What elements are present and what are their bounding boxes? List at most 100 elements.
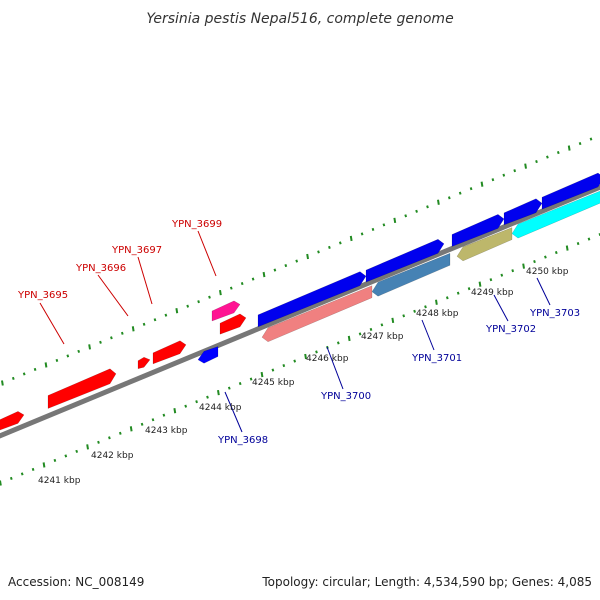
tick-mark	[142, 322, 146, 326]
genome-backbone	[0, 184, 600, 439]
gene-leader-line	[224, 391, 243, 433]
tick-mark	[426, 205, 429, 209]
tick-mark	[219, 289, 222, 296]
kbp-label: 4241 kbp	[38, 476, 81, 486]
tick-mark	[273, 268, 277, 272]
tick-mark	[55, 358, 59, 362]
tick-mark	[511, 269, 515, 273]
tick-mark	[197, 300, 200, 304]
tick-mark	[118, 431, 122, 435]
gene-label: YPN_3699	[171, 219, 222, 230]
gene-arrow	[511, 190, 600, 239]
tick-mark	[75, 449, 79, 453]
tick-mark	[589, 137, 593, 141]
tick-mark	[66, 354, 70, 358]
genome-summary-text: Topology: circular; Length: 4,534,590 bp…	[261, 575, 592, 589]
tick-mark	[251, 277, 255, 281]
tick-mark	[535, 160, 538, 164]
tick-mark	[437, 199, 440, 205]
tick-mark	[271, 368, 275, 372]
tick-mark	[260, 371, 264, 378]
tick-mark	[382, 223, 386, 227]
tick-mark	[175, 308, 179, 314]
tick-mark	[546, 155, 549, 159]
gene-label: YPN_3695	[17, 290, 68, 301]
gene-arrow	[257, 271, 367, 328]
gene-leader-line	[536, 277, 551, 306]
gene-leader-line	[493, 294, 509, 322]
tick-mark	[22, 372, 26, 376]
accession-text: Accession: NC_008149	[8, 575, 144, 589]
tick-mark	[282, 363, 286, 368]
kbp-label: 4248 kbp	[416, 309, 459, 319]
tick-mark	[229, 286, 233, 290]
tick-mark	[565, 245, 569, 251]
tick-mark	[249, 377, 253, 381]
gene-leader-line	[421, 319, 435, 351]
tick-mark	[173, 408, 177, 414]
tick-mark	[413, 309, 416, 313]
tick-mark	[262, 271, 266, 278]
gene-leader-line	[197, 230, 217, 277]
tick-mark	[131, 326, 135, 332]
tick-mark	[393, 217, 397, 224]
gene-arrow	[541, 172, 600, 210]
tick-mark	[293, 359, 297, 363]
tick-mark	[456, 291, 460, 295]
tick-mark	[349, 235, 353, 242]
tick-mark	[478, 281, 482, 287]
kbp-label: 4250 kbp	[526, 267, 569, 277]
tick-mark	[304, 353, 307, 360]
gene-arrow	[503, 198, 543, 226]
kbp-label: 4249 kbp	[471, 288, 514, 298]
tick-mark	[206, 395, 209, 399]
gene-arrow	[451, 214, 505, 247]
tick-mark	[164, 313, 168, 317]
gene-arrow	[365, 239, 445, 283]
tick-mark	[315, 350, 318, 354]
kbp-layer: 4241 kbp 4242 kbp 4243 kbp 4244 kbp 4245 kbp…	[38, 267, 569, 486]
gene-label: YPN_3698	[217, 435, 268, 446]
gene-arrow	[47, 368, 117, 409]
tick-mark	[567, 145, 571, 151]
tick-layer	[0, 137, 600, 486]
tick-mark	[31, 467, 35, 472]
gene-leader-line	[326, 346, 344, 390]
tick-mark	[522, 263, 525, 269]
kbp-label: 4243 kbp	[145, 426, 188, 436]
tick-mark	[140, 422, 144, 426]
kbp-label: 4242 kbp	[91, 451, 134, 461]
map-title: Yersinia pestis Nepal516, complete genom…	[146, 11, 453, 27]
tick-mark	[369, 327, 373, 331]
tick-mark	[524, 163, 527, 169]
tick-mark	[77, 349, 81, 353]
gene-arrow	[137, 356, 151, 370]
gene-arrow	[219, 313, 247, 335]
tick-mark	[587, 237, 591, 241]
gene-layer	[0, 172, 600, 431]
tick-mark	[544, 255, 547, 259]
tick-mark	[53, 458, 57, 462]
tick-mark	[284, 263, 288, 268]
tick-mark	[447, 196, 451, 200]
tick-mark	[186, 304, 190, 308]
gene-label: YPN_3703	[529, 308, 580, 319]
tick-mark	[33, 367, 37, 372]
tick-mark	[208, 295, 211, 299]
tick-mark	[415, 209, 418, 213]
kbp-label: 4247 kbp	[361, 332, 404, 342]
tick-mark	[435, 299, 438, 305]
gene-arrow	[197, 346, 219, 364]
tick-mark	[402, 314, 406, 318]
gene-arrow	[371, 252, 451, 297]
tick-mark	[0, 480, 2, 486]
tick-mark	[153, 318, 157, 322]
tick-mark	[9, 476, 13, 481]
tick-mark	[336, 341, 340, 345]
tick-mark	[195, 400, 198, 404]
tick-mark	[64, 454, 68, 458]
gene-arrow	[0, 411, 25, 431]
tick-mark	[556, 151, 560, 155]
tick-mark	[306, 253, 309, 260]
tick-mark	[217, 389, 220, 396]
